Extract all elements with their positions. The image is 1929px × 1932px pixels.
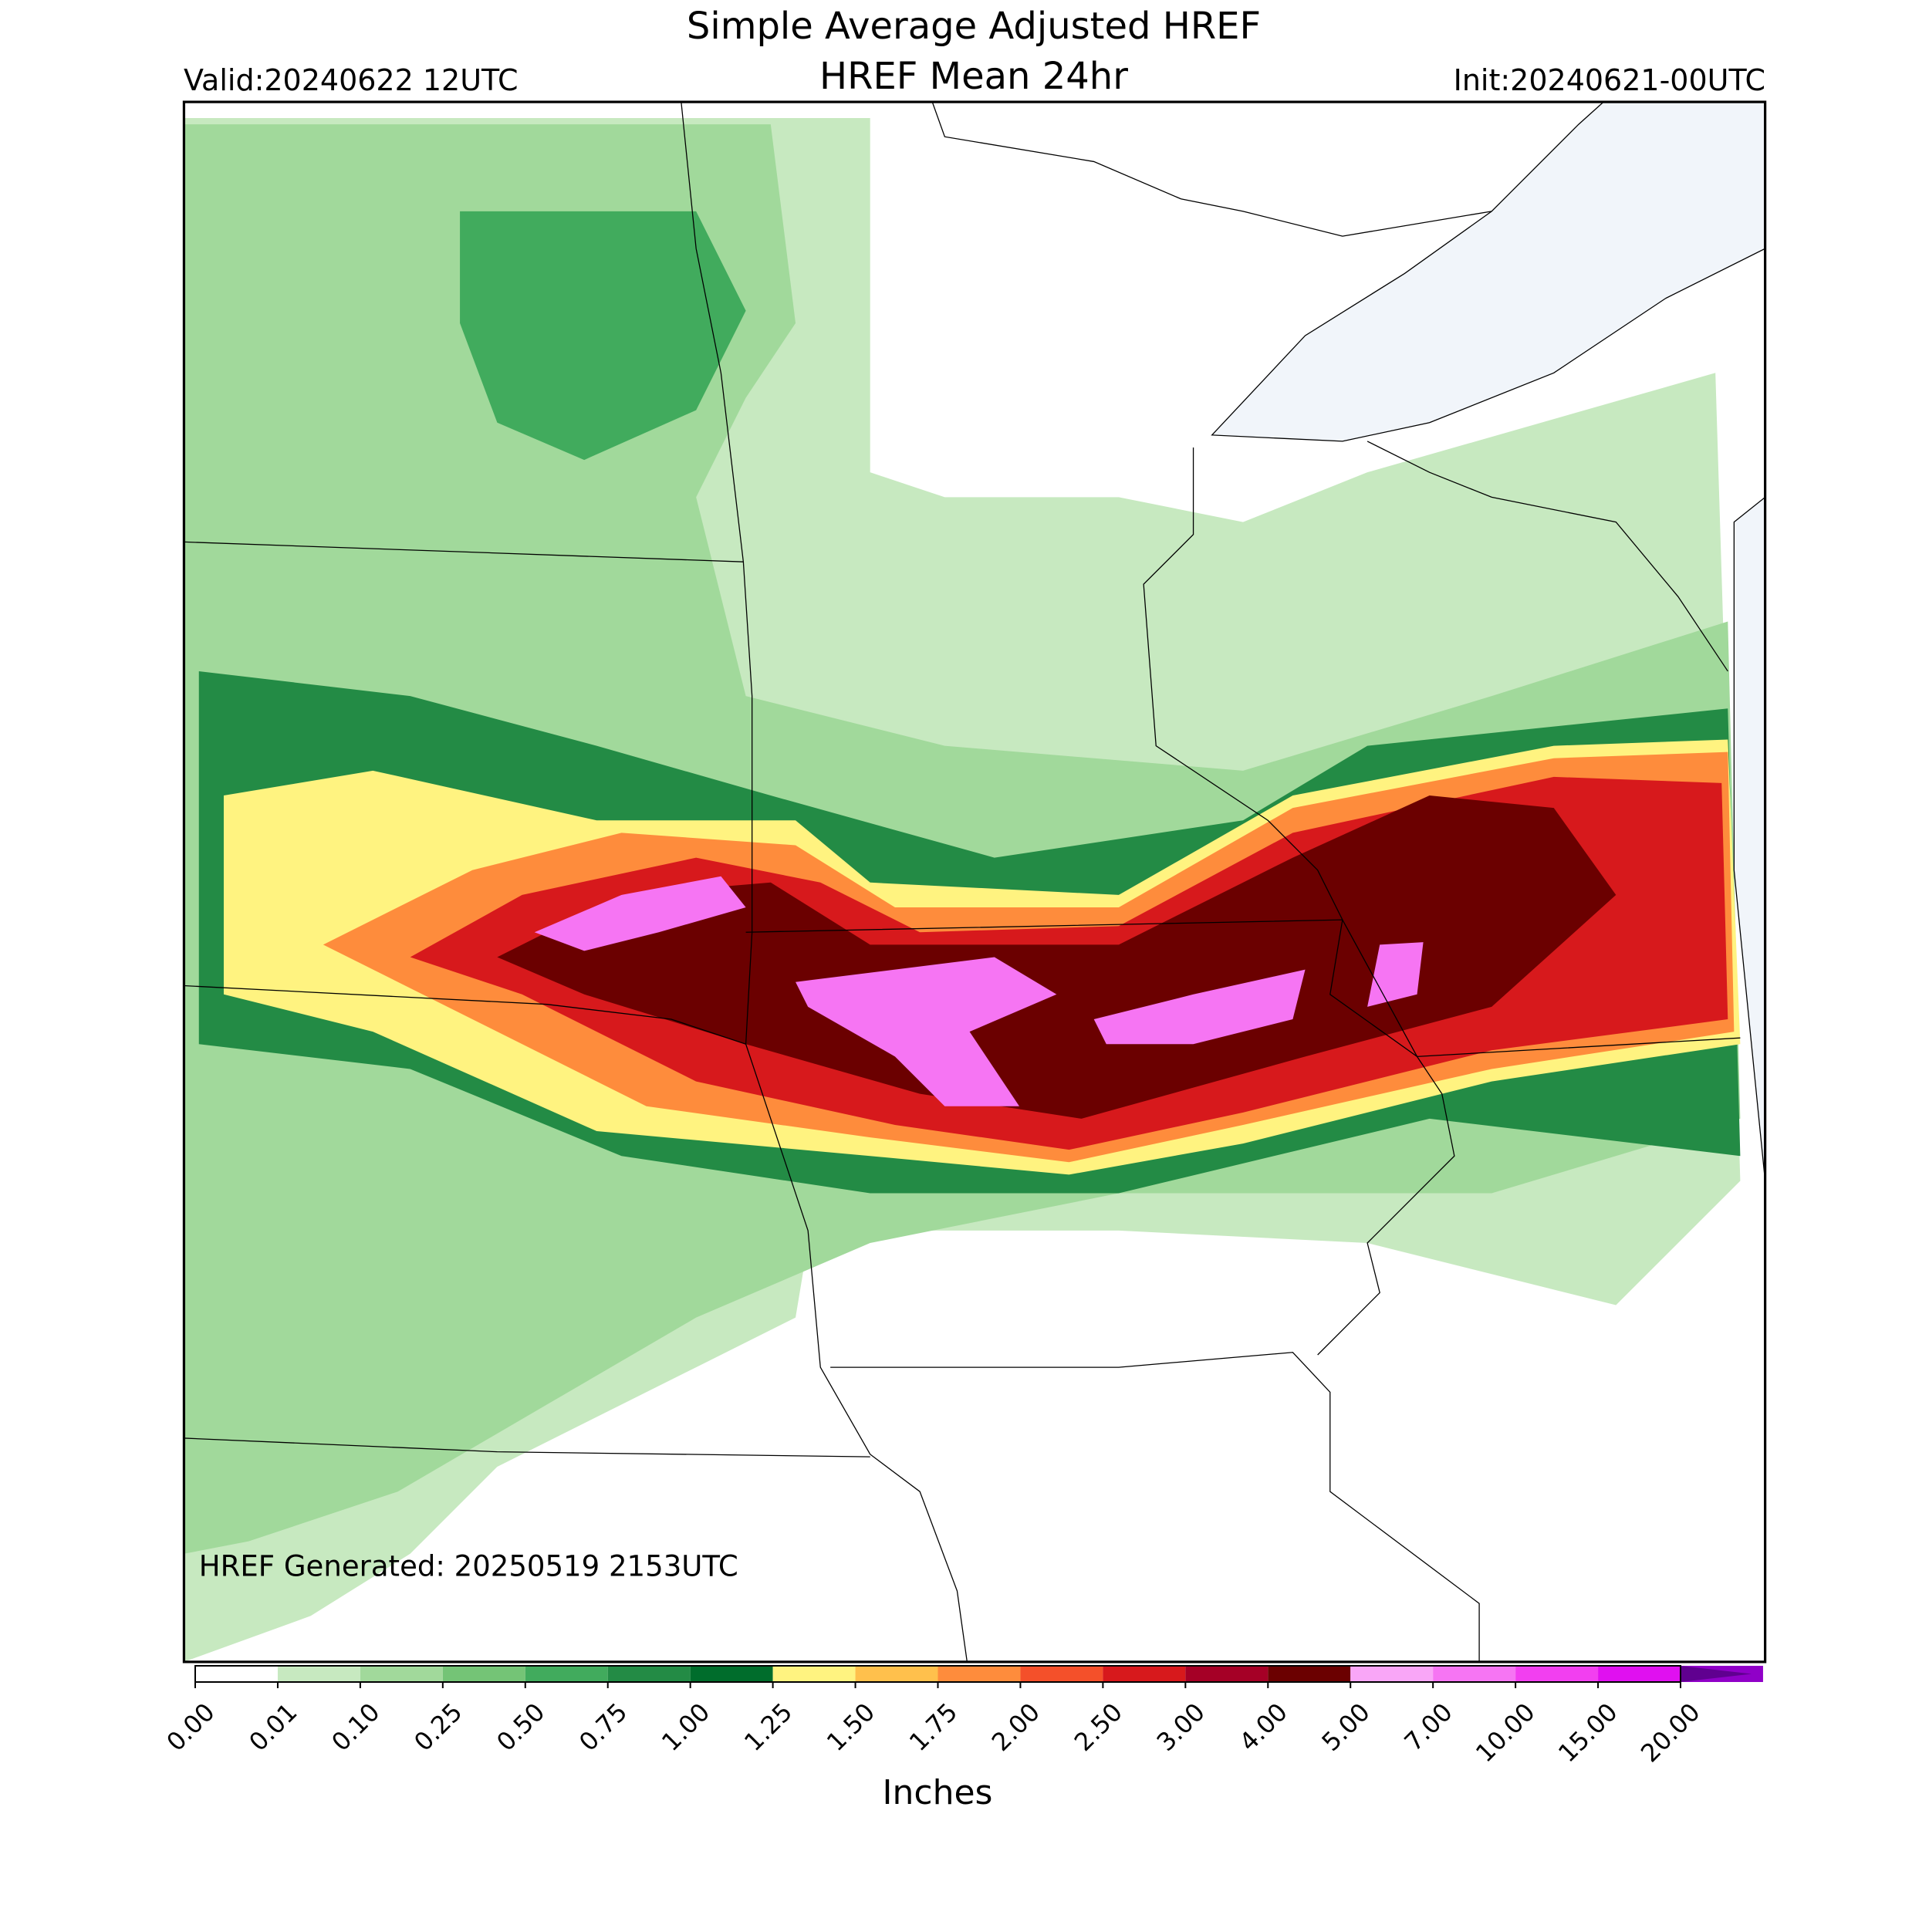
state-border bbox=[184, 541, 744, 562]
colorbar-bin bbox=[690, 1666, 773, 1682]
coastline bbox=[931, 102, 1492, 237]
state-border bbox=[1143, 447, 1455, 1356]
colorbar-bin bbox=[525, 1666, 608, 1682]
generated-annotation: HREF Generated: 20250519 2153UTC bbox=[199, 1550, 738, 1583]
colorbar-bin bbox=[1020, 1666, 1103, 1682]
colorbar-bin bbox=[1103, 1666, 1186, 1682]
colorbar-label: Inches bbox=[883, 1773, 993, 1812]
subtitle: HREF Mean 24hr bbox=[819, 55, 1128, 98]
colorbar-bin bbox=[360, 1666, 443, 1682]
colorbar-bin bbox=[607, 1666, 691, 1682]
colorbar-bin bbox=[1268, 1666, 1351, 1682]
colorbar-bin bbox=[1185, 1666, 1269, 1682]
map: HREF Generated: 20250519 2153UTC bbox=[182, 100, 1767, 1663]
state-border bbox=[184, 985, 746, 1045]
state-border bbox=[745, 919, 1741, 1058]
colorbar-bin bbox=[277, 1666, 360, 1682]
state-border bbox=[681, 102, 968, 1662]
state-border bbox=[184, 1437, 870, 1457]
colorbar-bin bbox=[195, 1666, 278, 1682]
colorbar-bin bbox=[855, 1666, 938, 1682]
rain-cluster bbox=[460, 211, 746, 461]
colorbar-bin bbox=[1350, 1666, 1434, 1682]
colorbar-extension bbox=[1681, 1666, 1752, 1682]
colorbar-bin bbox=[442, 1666, 525, 1682]
band-3in bbox=[497, 795, 1617, 1119]
colorbar-bin bbox=[1598, 1666, 1681, 1682]
colorbar-bin bbox=[772, 1666, 856, 1682]
state-border bbox=[1367, 441, 1728, 672]
title: Simple Average Adjusted HREF bbox=[687, 5, 1261, 48]
precip-field bbox=[184, 102, 1765, 1662]
init-time: Init:20240621-00UTC bbox=[1454, 63, 1765, 97]
moderate-rain-area bbox=[184, 124, 1741, 1554]
valid-time: Valid:20240622 12UTC bbox=[184, 63, 519, 97]
lake bbox=[1211, 102, 1765, 1181]
colorbar-bin bbox=[937, 1666, 1021, 1682]
colorbar-bin bbox=[1433, 1666, 1516, 1682]
map-frame bbox=[182, 100, 1767, 1663]
borders bbox=[184, 102, 1741, 1662]
band-4in-plus bbox=[534, 876, 1424, 1106]
state-border bbox=[830, 1352, 1480, 1662]
colorbar-bin bbox=[1515, 1666, 1599, 1682]
